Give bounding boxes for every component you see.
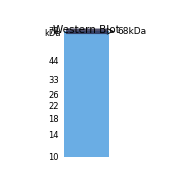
Bar bbox=[64, 31, 109, 158]
Text: 33: 33 bbox=[48, 76, 59, 85]
Text: 26: 26 bbox=[48, 91, 59, 100]
Text: 14: 14 bbox=[48, 131, 59, 140]
Text: 44: 44 bbox=[48, 57, 59, 66]
Text: 10: 10 bbox=[48, 153, 59, 162]
Text: kDa: kDa bbox=[44, 29, 61, 38]
FancyBboxPatch shape bbox=[66, 28, 107, 34]
Text: 70: 70 bbox=[48, 27, 59, 36]
Text: 18: 18 bbox=[48, 115, 59, 124]
Text: 22: 22 bbox=[48, 102, 59, 111]
Text: 68kDa: 68kDa bbox=[117, 27, 147, 36]
Text: Western Blot: Western Blot bbox=[53, 25, 120, 35]
